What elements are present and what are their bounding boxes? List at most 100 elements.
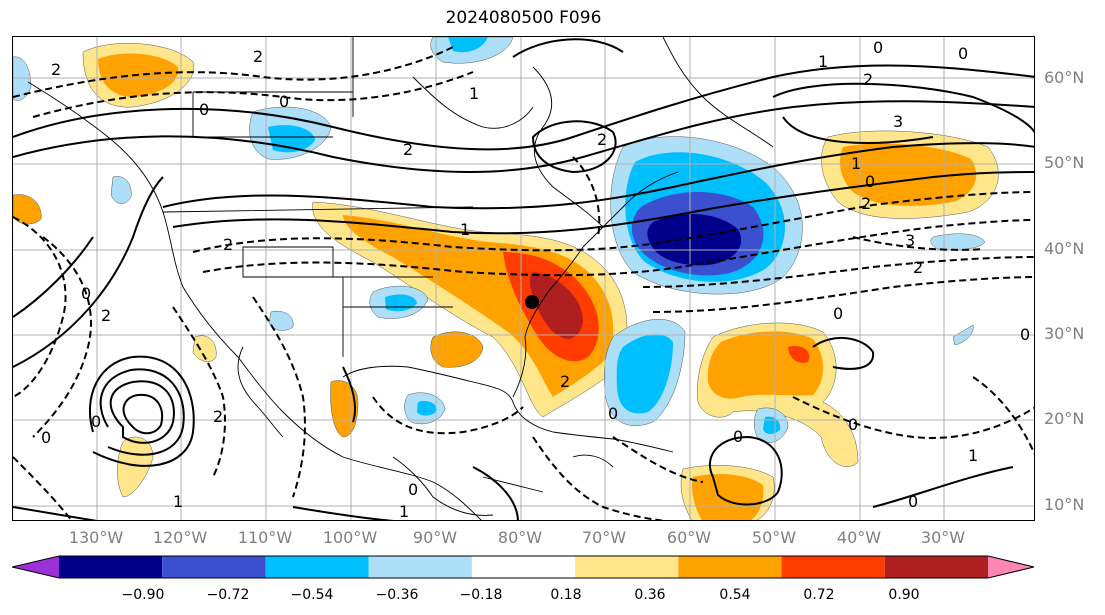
colorbar-tick-label: 0.72 bbox=[803, 587, 835, 603]
contour-label: 2 bbox=[861, 194, 871, 213]
positive-anomaly-region bbox=[117, 436, 154, 498]
longitude-label: 110°W bbox=[237, 528, 293, 547]
contour-label: 1 bbox=[460, 220, 470, 239]
contour-label: 2 bbox=[403, 140, 413, 159]
contour-label: 0 bbox=[733, 427, 743, 446]
colorbar-tick-label: 0.18 bbox=[550, 587, 582, 603]
longitude-label: 130°W bbox=[68, 528, 124, 547]
colorbar-tick-label: −0.18 bbox=[459, 587, 503, 603]
colorbar-segment bbox=[471, 556, 576, 578]
latitude-label: 30°N bbox=[1044, 324, 1085, 343]
positive-anomaly-region bbox=[788, 346, 810, 363]
colorbar-tick-label: 0.90 bbox=[888, 587, 920, 603]
contour-lines bbox=[13, 38, 1034, 520]
colorbar bbox=[12, 555, 1035, 579]
positive-anomaly-region bbox=[840, 143, 977, 206]
contour-label: 1 bbox=[968, 446, 978, 465]
contour-label: 2 bbox=[913, 258, 923, 277]
negative-anomaly-region bbox=[647, 213, 742, 266]
contour-label: 2 bbox=[213, 407, 223, 426]
contour-label: 2 bbox=[51, 60, 61, 79]
map-plot-area: 2 2 0 0 1 2 2 0 1 2 0 3 3 2 0 1 2 2 0 2 … bbox=[12, 36, 1035, 521]
negative-anomaly-region bbox=[763, 416, 781, 435]
colorbar-tick-label: −0.54 bbox=[290, 587, 334, 603]
contour-label: 0 bbox=[865, 172, 875, 191]
contour-label: 1 bbox=[818, 52, 828, 71]
longitude-label: 80°W bbox=[497, 528, 543, 547]
contour-label: 3 bbox=[893, 112, 903, 131]
colorbar-segment bbox=[884, 556, 988, 578]
contour-label: 2 bbox=[597, 130, 607, 149]
colorbar-segment bbox=[678, 556, 782, 578]
contour-label: 2 bbox=[253, 47, 263, 66]
contour-labels: 2 2 0 0 1 2 2 0 1 2 0 3 3 2 0 1 2 2 0 2 … bbox=[41, 38, 1030, 521]
contour-label: 2 bbox=[863, 70, 873, 89]
longitude-label: 60°W bbox=[666, 528, 712, 547]
contour-label: 0 bbox=[873, 38, 883, 57]
positive-anomaly-region bbox=[430, 331, 484, 368]
negative-anomaly-region bbox=[13, 56, 32, 101]
negative-anomaly-region bbox=[417, 401, 437, 416]
negative-anomaly-region bbox=[110, 176, 132, 204]
colorbar-segment bbox=[162, 556, 266, 578]
contour-label: 0 bbox=[408, 480, 418, 499]
positive-anomaly-region bbox=[13, 194, 42, 225]
positive-anomaly-region bbox=[529, 272, 583, 339]
contour-label: 0 bbox=[199, 100, 209, 119]
positive-anomaly-region bbox=[330, 380, 359, 438]
contour-label: 0 bbox=[608, 404, 618, 423]
contour-label: 0 bbox=[1020, 325, 1030, 344]
longitude-label: 40°W bbox=[836, 528, 882, 547]
latitude-label: 60°N bbox=[1044, 68, 1085, 87]
contour-label: 0 bbox=[41, 428, 51, 447]
negative-anomaly-region bbox=[448, 37, 488, 53]
positive-anomaly-region bbox=[192, 335, 217, 362]
contour-label: 0 bbox=[833, 304, 843, 323]
colorbar-tick-label: −0.36 bbox=[375, 587, 419, 603]
positive-anomaly-region bbox=[692, 473, 764, 520]
negative-anomaly-region bbox=[930, 233, 986, 250]
contour-label: 1 bbox=[469, 84, 479, 103]
colorbar-tick-label: 0.36 bbox=[634, 587, 666, 603]
shaded-anomaly-fields bbox=[13, 37, 999, 520]
location-marker bbox=[525, 295, 539, 309]
latitude-label: 50°N bbox=[1044, 153, 1085, 172]
longitude-label: 30°W bbox=[920, 528, 966, 547]
colorbar-segment bbox=[575, 556, 679, 578]
contour-label: 2 bbox=[223, 235, 233, 254]
colorbar-extend-high bbox=[988, 556, 1034, 578]
latitude-label: 20°N bbox=[1044, 409, 1085, 428]
contour-label: 3 bbox=[905, 231, 915, 250]
contour-label: 0 bbox=[848, 415, 858, 434]
longitude-label: 120°W bbox=[152, 528, 208, 547]
longitude-label: 50°W bbox=[751, 528, 797, 547]
contour-label: 1 bbox=[851, 154, 861, 173]
contour-label: 2 bbox=[101, 306, 111, 325]
negative-anomaly-region bbox=[616, 334, 673, 414]
colorbar-tick-label: −0.72 bbox=[206, 587, 250, 603]
coastlines-and-borders bbox=[27, 37, 774, 520]
longitude-label: 70°W bbox=[581, 528, 627, 547]
colorbar-segment bbox=[59, 556, 163, 578]
longitude-label: 90°W bbox=[412, 528, 458, 547]
contour-label: 0 bbox=[279, 92, 289, 111]
contour-label: 1 bbox=[173, 492, 183, 511]
contour-label: 2 bbox=[560, 372, 570, 391]
contour-lines-negative bbox=[13, 46, 1034, 520]
colorbar-tick-label: 0.54 bbox=[719, 587, 751, 603]
colorbar-tick-label: −0.90 bbox=[121, 587, 165, 603]
contour-label: 0 bbox=[91, 412, 101, 431]
colorbar-segment bbox=[781, 556, 885, 578]
contour-label: 0 bbox=[908, 492, 918, 511]
colorbar-outline bbox=[12, 555, 1035, 579]
contour-label: 1 bbox=[399, 502, 409, 521]
positive-anomaly-region bbox=[707, 331, 824, 399]
colorbar-extend-low bbox=[12, 556, 59, 578]
latitude-label: 10°N bbox=[1044, 495, 1085, 514]
colorbar-segment bbox=[265, 556, 369, 578]
longitude-label: 100°W bbox=[322, 528, 378, 547]
latitude-label: 40°N bbox=[1044, 239, 1085, 258]
colorbar-segment bbox=[368, 556, 472, 578]
contour-label: 0 bbox=[958, 44, 968, 63]
contour-label: 0 bbox=[81, 284, 91, 303]
